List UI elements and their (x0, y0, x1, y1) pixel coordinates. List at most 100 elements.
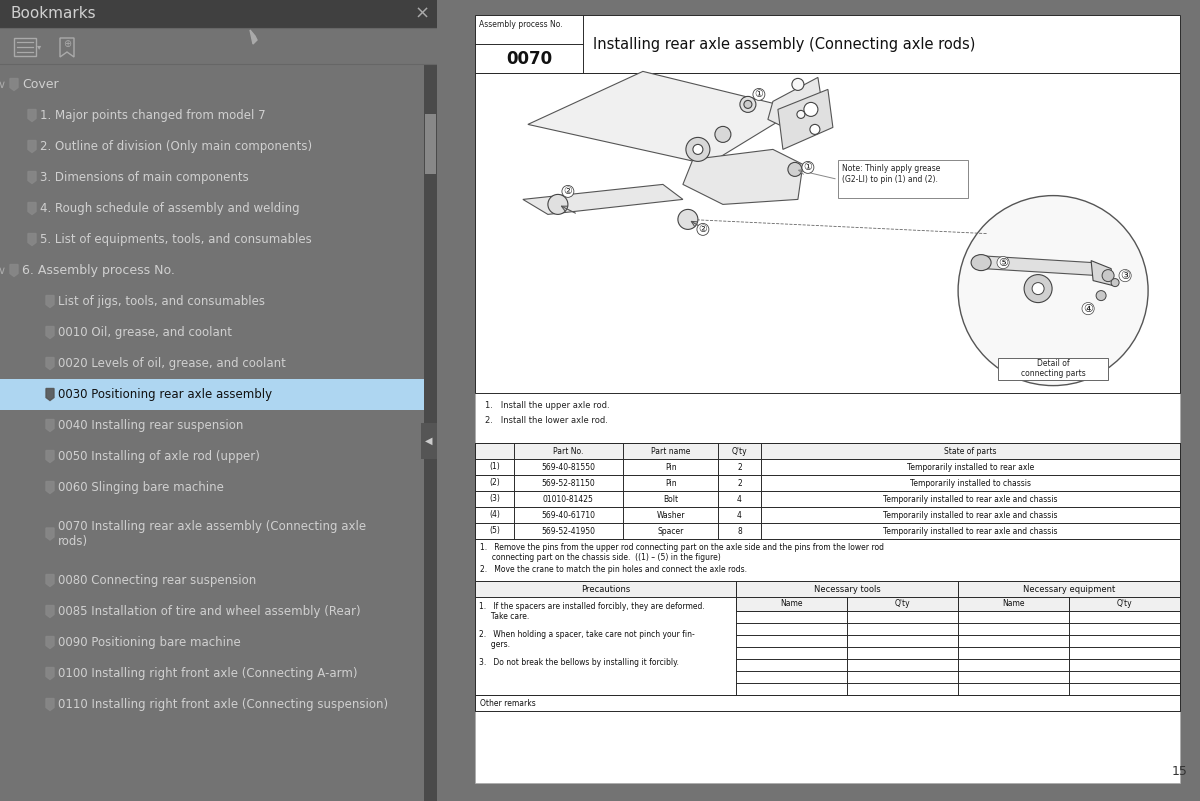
Polygon shape (528, 71, 798, 164)
Text: Q'ty: Q'ty (894, 599, 911, 609)
Circle shape (686, 138, 710, 161)
Text: State of parts: State of parts (944, 446, 996, 456)
Polygon shape (46, 450, 54, 462)
Polygon shape (46, 606, 54, 618)
Text: 4: 4 (737, 494, 742, 504)
Text: ③: ③ (1120, 271, 1130, 280)
Text: ×: × (414, 5, 430, 23)
Text: Cover: Cover (22, 78, 59, 91)
Circle shape (792, 78, 804, 91)
Text: 2: 2 (737, 478, 742, 488)
Polygon shape (10, 264, 18, 276)
Text: Temporarily installed to rear axle: Temporarily installed to rear axle (907, 462, 1034, 472)
Bar (736, 597, 847, 611)
Text: Bolt: Bolt (664, 494, 678, 504)
Circle shape (788, 163, 802, 176)
Bar (475, 695, 1180, 711)
Polygon shape (10, 78, 18, 91)
Text: ⑤: ⑤ (998, 258, 1008, 268)
Polygon shape (46, 667, 54, 679)
Text: Detail of
connecting parts: Detail of connecting parts (1021, 359, 1086, 378)
Bar (998, 357, 1108, 380)
Bar (475, 539, 1180, 581)
Circle shape (804, 103, 818, 116)
Text: 0020 Levels of oil, grease, and coolant: 0020 Levels of oil, grease, and coolant (58, 357, 286, 370)
Bar (475, 523, 1180, 539)
Text: 2. Outline of division (Only main components): 2. Outline of division (Only main compon… (40, 140, 312, 153)
Bar (958, 581, 1180, 597)
Text: Other remarks: Other remarks (480, 698, 535, 707)
Text: Q'ty: Q'ty (732, 446, 748, 456)
Text: 2.   When holding a spacer, take care not pinch your fin-
     gers.: 2. When holding a spacer, take care not … (479, 630, 695, 650)
Text: ②: ② (564, 187, 572, 196)
Text: (1): (1) (490, 462, 499, 472)
Text: 3.   Do not break the bellows by installing it forcibly.: 3. Do not break the bellows by installin… (479, 658, 679, 667)
Circle shape (692, 144, 703, 155)
Polygon shape (778, 90, 833, 150)
Bar (475, 581, 736, 597)
Bar (475, 15, 1180, 73)
Circle shape (715, 127, 731, 143)
Text: Installing rear axle assembly (Connecting axle rods): Installing rear axle assembly (Connectin… (593, 37, 976, 51)
Circle shape (1032, 283, 1044, 295)
Circle shape (1111, 279, 1120, 287)
Polygon shape (46, 698, 54, 710)
Bar (475, 581, 1180, 711)
Circle shape (958, 195, 1148, 385)
Polygon shape (683, 150, 803, 204)
Text: 569-40-61710: 569-40-61710 (541, 510, 595, 520)
Text: 569-40-81550: 569-40-81550 (541, 462, 595, 472)
Text: Washer: Washer (656, 510, 685, 520)
Text: 0030 Positioning rear axle assembly: 0030 Positioning rear axle assembly (58, 388, 272, 401)
Text: Temporarily installed to rear axle and chassis: Temporarily installed to rear axle and c… (883, 494, 1057, 504)
Bar (0, 0, 437, 28)
Text: 8: 8 (737, 526, 742, 536)
Text: 4: 4 (737, 510, 742, 520)
Bar (475, 459, 1180, 475)
Bar (475, 475, 1180, 491)
Text: Q'ty: Q'ty (1117, 599, 1133, 609)
Text: Part name: Part name (650, 446, 690, 456)
Text: ∨: ∨ (0, 79, 6, 90)
Polygon shape (46, 357, 54, 369)
Text: Bookmarks: Bookmarks (10, 6, 96, 22)
Text: 5. List of equipments, tools, and consumables: 5. List of equipments, tools, and consum… (40, 233, 312, 246)
Bar (1069, 597, 1180, 611)
Circle shape (1102, 270, 1114, 282)
Text: ∨: ∨ (0, 265, 6, 276)
Polygon shape (28, 234, 36, 245)
Text: Necessary tools: Necessary tools (814, 585, 881, 594)
Polygon shape (46, 327, 54, 339)
Polygon shape (46, 420, 54, 432)
Circle shape (1096, 291, 1106, 300)
Text: Temporarily installed to rear axle and chassis: Temporarily installed to rear axle and c… (883, 510, 1057, 520)
Text: 0070: 0070 (506, 50, 552, 67)
Text: 569-52-81150: 569-52-81150 (541, 478, 595, 488)
Polygon shape (768, 78, 823, 131)
Text: 0100 Installing right front axle (Connecting A-arm): 0100 Installing right front axle (Connec… (58, 667, 358, 680)
Text: 1.   Remove the pins from the upper rod connecting part on the axle side and the: 1. Remove the pins from the upper rod co… (480, 543, 884, 562)
Text: Temporarily installed to chassis: Temporarily installed to chassis (910, 478, 1031, 488)
Bar (475, 507, 1180, 523)
Circle shape (797, 111, 805, 119)
Text: 0080 Connecting rear suspension: 0080 Connecting rear suspension (58, 574, 257, 587)
Text: 0010 Oil, grease, and coolant: 0010 Oil, grease, and coolant (58, 326, 232, 339)
Text: Note: Thinly apply grease
(G2-LI) to pin (1) and (2).: Note: Thinly apply grease (G2-LI) to pin… (842, 164, 941, 183)
Text: 2.   Install the lower axle rod.: 2. Install the lower axle rod. (485, 416, 608, 425)
Text: (5): (5) (488, 526, 500, 536)
Text: 2: 2 (737, 462, 742, 472)
Circle shape (1024, 275, 1052, 303)
Circle shape (548, 195, 568, 215)
Text: (2): (2) (490, 478, 499, 488)
Bar (838, 160, 968, 199)
Polygon shape (46, 574, 54, 586)
Text: 6. Assembly process No.: 6. Assembly process No. (22, 264, 175, 277)
Bar (425, 114, 436, 174)
Polygon shape (250, 30, 257, 44)
Bar (475, 491, 1180, 507)
Bar (424, 64, 437, 801)
Bar (421, 423, 437, 458)
Text: 15: 15 (1172, 765, 1188, 778)
Text: 01010-81425: 01010-81425 (542, 494, 594, 504)
Text: List of jigs, tools, and consumables: List of jigs, tools, and consumables (58, 295, 265, 308)
